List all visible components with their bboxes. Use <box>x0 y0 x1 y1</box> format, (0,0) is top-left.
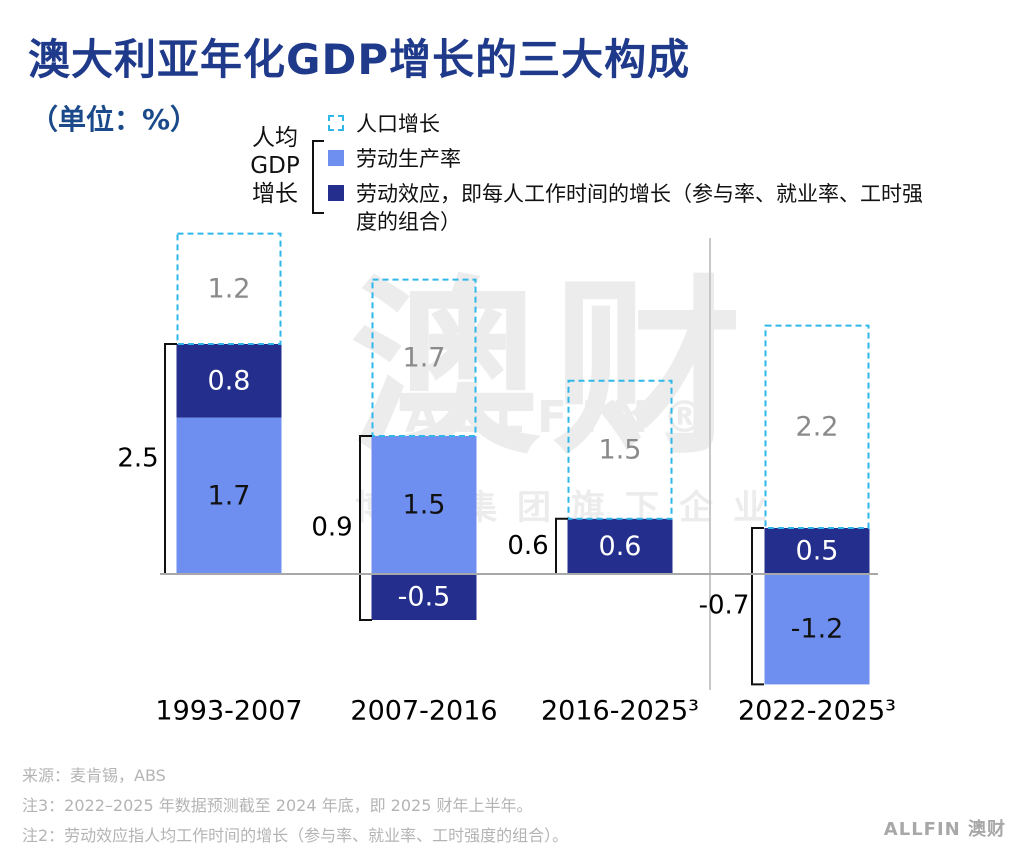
legend-swatch-labor <box>328 185 344 201</box>
bar-pop-1 <box>371 278 477 437</box>
per-capita-total-0: 2.5 <box>117 444 158 474</box>
category-label-1: 2007-2016 <box>350 696 497 727</box>
value-label-labor-0: 0.8 <box>208 365 251 396</box>
value-label-prod-3: -1.2 <box>791 614 844 645</box>
brand-logo: ALLFIN 澳财 <box>883 819 1006 840</box>
category-label-0: 1993-2007 <box>155 696 302 727</box>
footnote-2: 注2：劳动效应指人均工作时间的增长（参与率、就业率、工时强度的组合）。 <box>22 826 569 845</box>
bar-pop-3 <box>764 324 870 529</box>
bar-pop-2 <box>567 379 673 520</box>
value-label-pop-1: 1.7 <box>403 342 446 373</box>
bar-pop-0 <box>176 232 282 346</box>
footnote-source: 来源：麦肯锡，ABS <box>22 766 166 785</box>
legend-group-label: 人均 GDP 增长 <box>240 124 310 208</box>
legend-group-line-2: GDP <box>250 153 300 179</box>
bracket-3 <box>751 527 764 686</box>
legend-group-line-1: 人均 <box>252 125 298 151</box>
bar-labor-2 <box>567 518 673 574</box>
legend-swatch-prod <box>328 150 344 166</box>
value-label-pop-0: 1.2 <box>208 273 251 304</box>
watermark-sub: ALLFIN® <box>405 392 721 443</box>
legend-group-line-3: 增长 <box>252 181 298 207</box>
bar-labor-1 <box>371 574 477 620</box>
per-capita-total-1: 0.9 <box>311 513 352 543</box>
bar-prod-1 <box>371 436 477 574</box>
value-label-prod-1: 1.5 <box>403 490 446 521</box>
legend-item-prod: 劳动生产率 <box>328 145 936 173</box>
per-capita-total-3: -0.7 <box>699 591 750 621</box>
legend-label-prod: 劳动生产率 <box>356 147 461 171</box>
legend-item-labor: 劳动效应，即每人工作时间的增长（参与率、就业率、工时强度的组合） <box>328 180 936 236</box>
legend-item-pop: 人口增长 <box>328 110 936 138</box>
legend-brace <box>312 140 324 214</box>
bar-prod-3 <box>764 574 870 685</box>
category-label-2: 2016-2025³ <box>541 696 699 727</box>
value-label-labor-1: -0.5 <box>398 582 451 613</box>
bracket-2 <box>555 517 568 575</box>
value-label-prod-0: 1.7 <box>208 480 251 511</box>
per-capita-total-2: 0.6 <box>507 531 548 561</box>
value-label-labor-2: 0.6 <box>599 531 642 562</box>
bar-labor-0 <box>176 344 282 418</box>
legend-label-labor: 劳动效应，即每人工作时间的增长（参与率、就业率、工时强度的组合） <box>356 182 923 234</box>
chart-title: 澳大利亚年化GDP增长的三大构成 <box>28 35 691 84</box>
category-label-3: 2022-2025³ <box>738 696 896 727</box>
footnote-3: 注3：2022–2025 年数据预测截至 2024 年底，即 2025 财年上半… <box>22 796 533 815</box>
bar-labor-3 <box>764 528 870 574</box>
legend-swatch-pop <box>328 115 344 131</box>
value-label-pop-2: 1.5 <box>599 434 642 465</box>
bracket-0 <box>164 343 177 575</box>
legend-label-pop: 人口增长 <box>356 112 440 136</box>
value-label-pop-3: 2.2 <box>796 411 839 442</box>
bracket-1 <box>359 435 372 621</box>
value-label-labor-3: 0.5 <box>796 536 839 567</box>
bar-prod-0 <box>176 417 282 574</box>
unit-label: （单位：%） <box>30 103 199 136</box>
